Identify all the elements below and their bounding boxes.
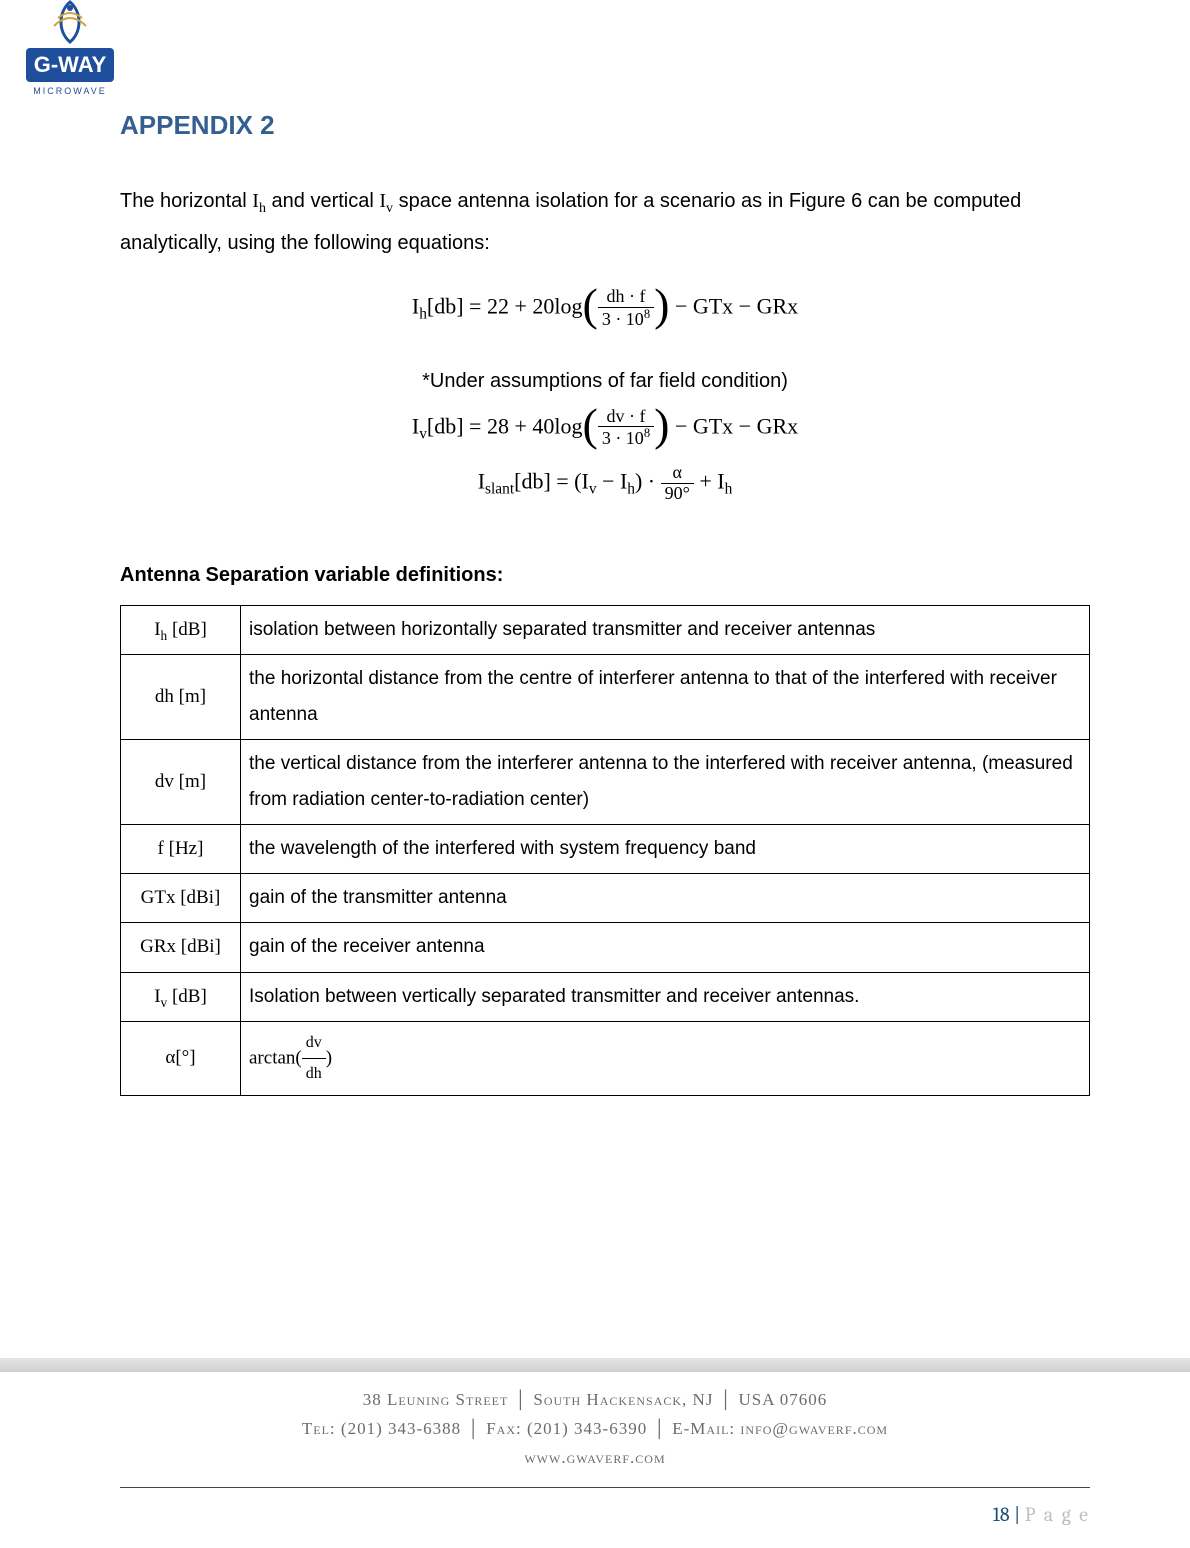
svg-text:MICROWAVE: MICROWAVE — [33, 86, 107, 96]
equation-ih: Ih[db] = 22 + 20log(dh · f3 · 108) − GTx… — [120, 283, 1090, 334]
svg-text:G-WAY: G-WAY — [34, 52, 107, 77]
definition-cell: gain of the transmitter antenna — [241, 874, 1090, 923]
definition-cell: isolation between horizontally separated… — [241, 605, 1090, 654]
table-row: f [Hz]the wavelength of the interfered w… — [121, 825, 1090, 874]
symbol-cell: α[°] — [121, 1021, 241, 1096]
table-row: α[°]arctan(dvdh) — [121, 1021, 1090, 1096]
definition-cell: Isolation between vertically separated t… — [241, 972, 1090, 1021]
page-footer: 38 Leuning Street│South Hackensack, NJ│U… — [0, 1358, 1190, 1488]
page-number: 18 | P a g e — [993, 1503, 1090, 1526]
definitions-table: Ih [dB]isolation between horizontally se… — [120, 605, 1090, 1097]
symbol-cell: Ih [dB] — [121, 605, 241, 654]
intro-paragraph: The horizontal Ih and vertical Iv space … — [120, 181, 1090, 263]
symbol-cell: GRx [dBi] — [121, 923, 241, 972]
definition-cell: the horizontal distance from the centre … — [241, 654, 1090, 739]
definition-cell: the wavelength of the interfered with sy… — [241, 825, 1090, 874]
equation-iv: Iv[db] = 28 + 40log(dv · f3 · 108) − GTx… — [120, 403, 1090, 454]
symbol-cell: dh [m] — [121, 654, 241, 739]
definition-cell: arctan(dvdh) — [241, 1021, 1090, 1096]
footer-line-1: 38 Leuning Street│South Hackensack, NJ│U… — [0, 1386, 1190, 1415]
symbol-cell: f [Hz] — [121, 825, 241, 874]
symbol-cell: dv [m] — [121, 740, 241, 825]
table-row: Iv [dB]Isolation between vertically sepa… — [121, 972, 1090, 1021]
definition-cell: gain of the receiver antenna — [241, 923, 1090, 972]
table-row: dh [m]the horizontal distance from the c… — [121, 654, 1090, 739]
assumption-note: *Under assumptions of far field conditio… — [120, 370, 1090, 393]
equation-islant: Islant[db] = (Iv − Ih) · α90° + Ih — [120, 463, 1090, 504]
symbol-cell: Iv [dB] — [121, 972, 241, 1021]
table-row: GRx [dBi]gain of the receiver antenna — [121, 923, 1090, 972]
table-row: GTx [dBi]gain of the transmitter antenna — [121, 874, 1090, 923]
definitions-heading: Antenna Separation variable definitions: — [120, 564, 1090, 587]
logo: G-WAY MICROWAVE — [20, 0, 120, 100]
definition-cell: the vertical distance from the interfere… — [241, 740, 1090, 825]
table-row: Ih [dB]isolation between horizontally se… — [121, 605, 1090, 654]
table-row: dv [m]the vertical distance from the int… — [121, 740, 1090, 825]
footer-line-2: Tel: (201) 343-6388│Fax: (201) 343-6390│… — [0, 1415, 1190, 1444]
appendix-title: APPENDIX 2 — [120, 110, 1090, 141]
footer-line-3: www.gwaverf.com — [0, 1444, 1190, 1473]
symbol-cell: GTx [dBi] — [121, 874, 241, 923]
